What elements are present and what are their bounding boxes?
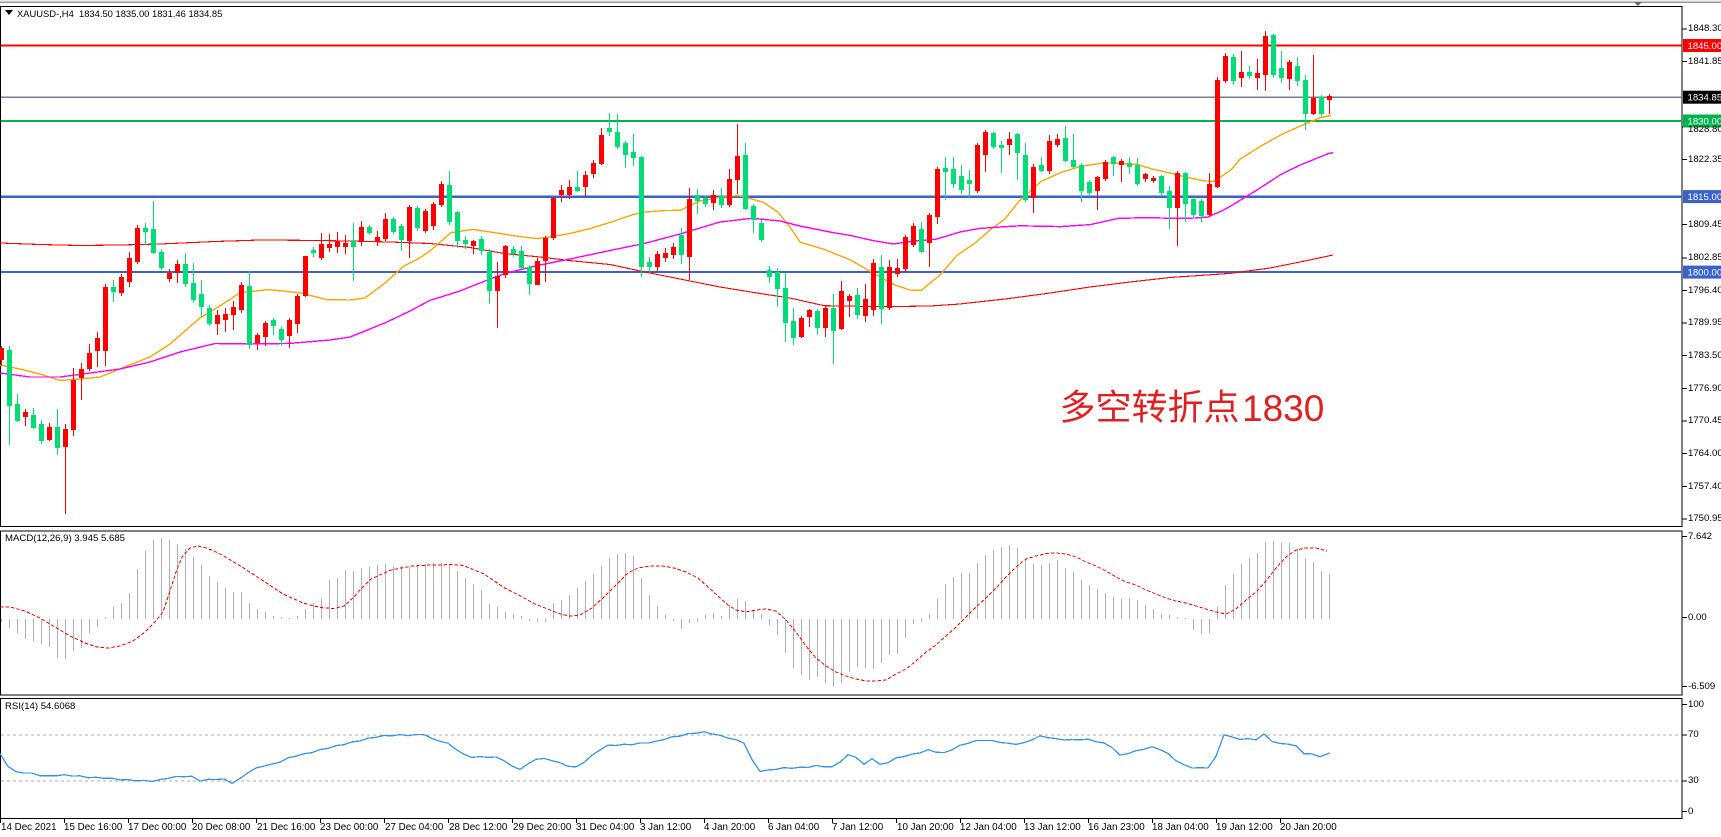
svg-text:1800.00: 1800.00 <box>1688 268 1721 279</box>
svg-text:1830: 1830 <box>1242 388 1324 429</box>
svg-text:1845.00: 1845.00 <box>1688 41 1721 52</box>
svg-text:1830.00: 1830.00 <box>1688 117 1721 128</box>
svg-text:1834.85: 1834.85 <box>1688 93 1721 104</box>
svg-text:1815.00: 1815.00 <box>1688 192 1721 203</box>
